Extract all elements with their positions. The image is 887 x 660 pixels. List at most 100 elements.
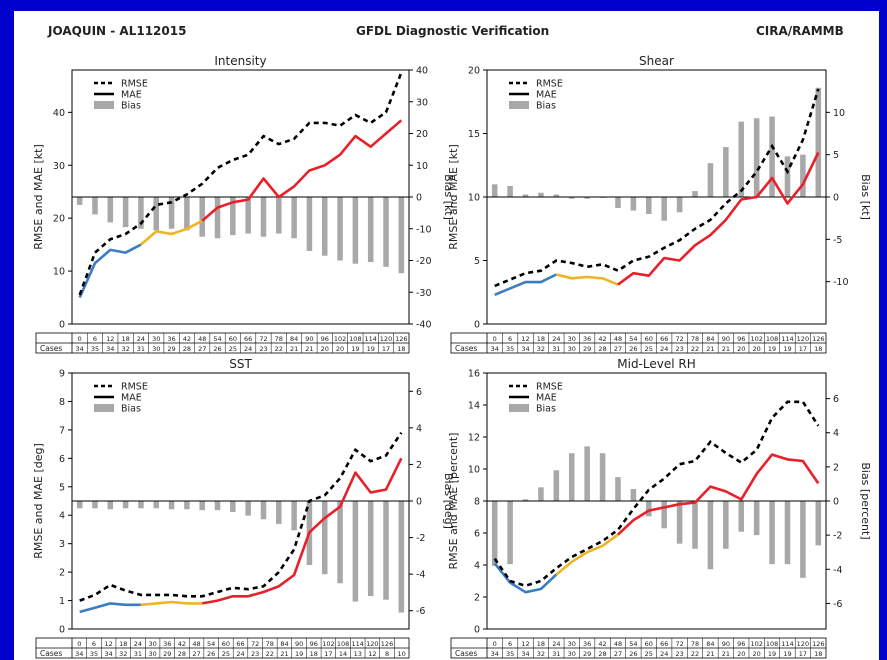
cases-count-cell: 30: [568, 345, 576, 353]
cases-count-cell: 14: [339, 650, 347, 658]
cases-count-cell: 18: [814, 345, 822, 353]
chart-panel-4: Mid-Level RH0246810121416-6-4-20246RMSE …: [447, 357, 872, 659]
forecast-hour-cell: 114: [352, 640, 364, 648]
bias-bar: [122, 501, 129, 509]
bias-bar: [383, 501, 389, 600]
left-tick-label: 15: [468, 129, 480, 140]
mae-line-segment: [140, 600, 203, 607]
forecast-hour-cell: 96: [310, 640, 318, 648]
bias-bar: [291, 197, 297, 239]
right-tick-label: 40: [416, 66, 428, 77]
forecast-hour-cell: 72: [251, 640, 259, 648]
forecast-hour-cell: 78: [691, 335, 699, 343]
cases-count-cell: 19: [768, 345, 776, 353]
cases-count-cell: 34: [76, 345, 84, 353]
cases-count-cell: 35: [506, 650, 514, 658]
cases-count-cell: 30: [568, 650, 576, 658]
bias-bar: [800, 154, 806, 197]
cases-count-cell: 19: [295, 650, 303, 658]
bias-bar: [769, 501, 775, 565]
forecast-hour-cell: 42: [183, 335, 191, 343]
left-tick-label: 4: [474, 561, 480, 572]
bias-bar: [538, 192, 544, 197]
forecast-hour-cell: 114: [781, 335, 793, 343]
forecast-hour-cell: 18: [537, 640, 545, 648]
bias-bar: [676, 197, 683, 213]
right-tick-label: -4: [416, 570, 425, 581]
right-tick-label: 6: [833, 394, 839, 405]
cases-count-cell: 26: [207, 650, 215, 658]
forecast-hour-cell: 126: [812, 335, 824, 343]
y-axis-label-right: Bias [percent]: [859, 462, 872, 539]
cases-count-cell: 21: [280, 650, 288, 658]
forecast-hour-cell: 54: [213, 335, 221, 343]
mae-line-segment: [79, 602, 141, 614]
cases-count-cell: 12: [368, 650, 376, 658]
bias-bar: [615, 197, 621, 209]
forecast-hour-cell: 6: [93, 335, 97, 343]
forecast-hour-cell: 126: [395, 335, 407, 343]
bias-bar: [753, 501, 760, 536]
bias-bar: [337, 501, 343, 584]
bias-bar: [800, 501, 806, 578]
mae-line-segment: [201, 457, 403, 605]
bias-bar: [383, 197, 389, 267]
rmse-line: [78, 72, 403, 296]
cases-count-cell: 22: [275, 345, 283, 353]
left-tick-label: 2: [59, 568, 65, 579]
rmse-line: [79, 431, 403, 602]
forecast-hour-cell: 84: [706, 640, 714, 648]
right-tick-label: -5: [833, 235, 842, 246]
forecast-hour-cell: 48: [198, 335, 206, 343]
cases-count-cell: 34: [104, 650, 112, 658]
cases-count-cell: 34: [106, 345, 114, 353]
right-tick-label: 0: [833, 193, 839, 204]
bias-bar: [646, 197, 652, 214]
cases-count-cell: 17: [382, 345, 390, 353]
bias-bar: [276, 501, 282, 524]
cases-header-label: Cases: [40, 344, 62, 353]
y-axis-label-right: Bias [deg]: [442, 473, 455, 529]
forecast-hour-cell: 30: [568, 335, 576, 343]
bias-bar: [707, 501, 714, 570]
right-tick-label: 5: [833, 150, 839, 161]
bias-bar: [815, 87, 822, 197]
right-tick-label: 20: [416, 129, 428, 140]
cases-count-cell: 29: [163, 650, 171, 658]
cases-count-cell: 20: [737, 345, 745, 353]
forecast-hour-cell: 60: [645, 640, 653, 648]
forecast-hour-cell: 18: [119, 640, 127, 648]
bias-bar: [553, 194, 560, 197]
left-tick-label: 1: [59, 596, 65, 607]
cases-header-label: Cases: [455, 649, 477, 658]
forecast-hour-cell: 18: [121, 335, 129, 343]
bias-bar: [76, 197, 83, 205]
right-tick-label: -20: [416, 256, 432, 267]
right-tick-label: 4: [833, 428, 839, 439]
forecast-hour-cell: 126: [381, 640, 393, 648]
cases-count-cell: 8: [385, 650, 389, 658]
bias-bar: [568, 197, 575, 199]
left-tick-label: 7: [59, 425, 65, 436]
cases-count-cell: 22: [266, 650, 274, 658]
bias-bar: [599, 453, 606, 501]
cases-count-cell: 26: [629, 650, 637, 658]
mae-line-segment: [555, 533, 619, 576]
cases-count-cell: 32: [537, 345, 545, 353]
forecast-hour-cell: 72: [675, 640, 683, 648]
forecast-hour-cell: 48: [192, 640, 200, 648]
forecast-hour-cell: 108: [337, 640, 349, 648]
bias-bar: [584, 197, 590, 199]
legend-label-bias: Bias: [536, 101, 556, 112]
bias-bar: [815, 501, 822, 546]
right-tick-label: -10: [833, 277, 849, 288]
right-tick-label: -2: [833, 531, 842, 542]
bias-bar: [553, 470, 560, 501]
cases-count-cell: 31: [552, 650, 560, 658]
cases-count-cell: 21: [722, 345, 730, 353]
bias-bar: [738, 121, 745, 197]
left-tick-label: 10: [468, 465, 480, 476]
forecast-hour-cell: 6: [92, 640, 96, 648]
legend-label-bias: Bias: [121, 404, 141, 415]
forecast-hour-cell: 78: [275, 335, 283, 343]
